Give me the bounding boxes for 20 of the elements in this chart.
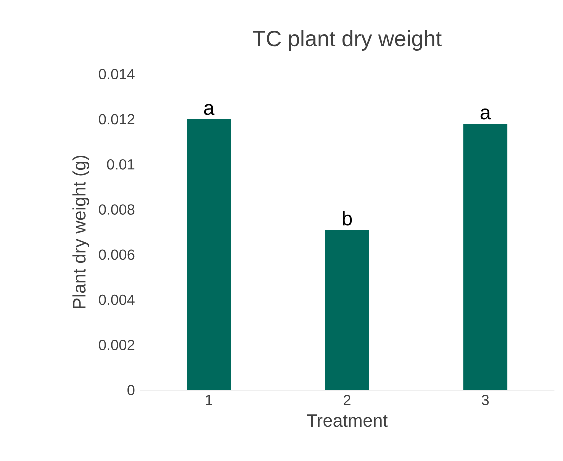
y-axis-title: Plant dry weight (g) — [72, 156, 90, 308]
y-tick-label: 0.002 — [99, 340, 135, 350]
chart-title: TC plant dry weight — [253, 30, 442, 51]
annotation: b — [343, 211, 352, 226]
x-axis-title: Treatment — [307, 414, 388, 428]
bar — [187, 119, 232, 390]
bar — [325, 230, 370, 390]
x-tick-label: 2 — [344, 395, 351, 406]
y-tick-label: 0.006 — [99, 250, 135, 260]
annotation: a — [204, 104, 215, 116]
x-tick-label: 1 — [206, 395, 212, 406]
y-tick-label: 0 — [128, 385, 135, 396]
x-tick-label: 3 — [482, 395, 489, 406]
bar — [464, 124, 508, 390]
y-tick-label: 0.014 — [99, 69, 135, 80]
y-tick-label: 0.012 — [99, 114, 135, 125]
annotation: a — [480, 108, 492, 120]
y-tick-label: 0.004 — [99, 294, 135, 306]
y-tick-label: 0.01 — [107, 159, 135, 170]
y-tick-label: 0.008 — [99, 204, 135, 215]
